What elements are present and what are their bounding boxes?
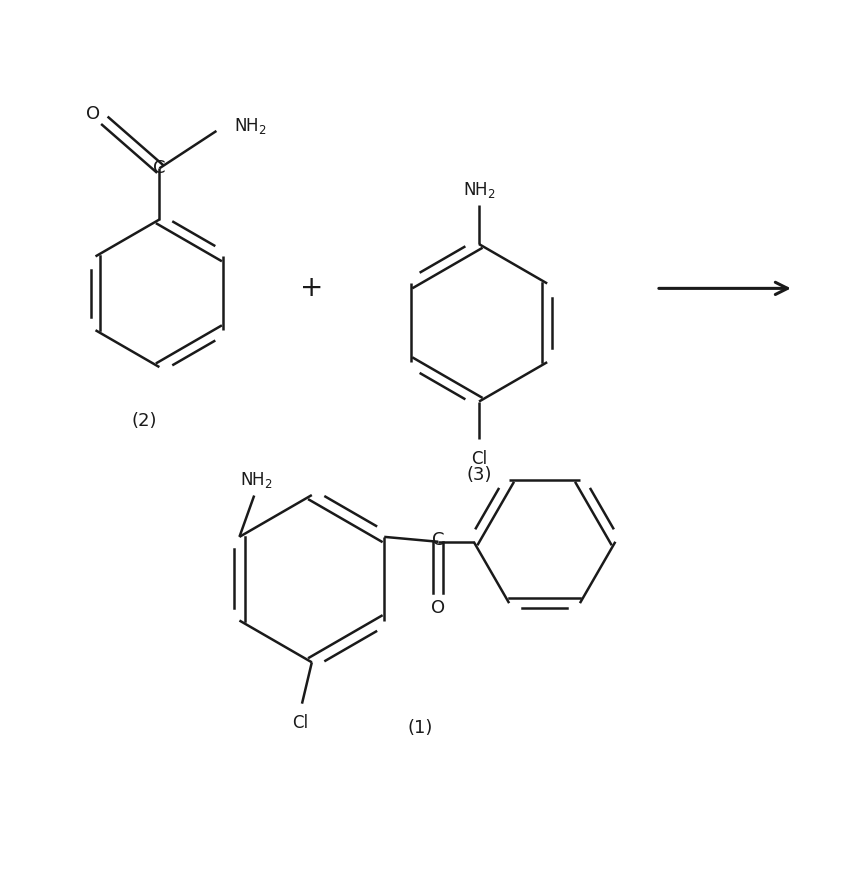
Text: C: C (153, 159, 166, 178)
Text: (2): (2) (132, 412, 157, 430)
Text: O: O (87, 105, 100, 123)
Text: (1): (1) (408, 719, 433, 737)
Text: NH$_2$: NH$_2$ (240, 469, 273, 490)
Text: Cl: Cl (471, 449, 487, 468)
Text: +: + (300, 274, 323, 302)
Text: Cl: Cl (292, 714, 308, 733)
Text: NH$_2$: NH$_2$ (462, 180, 495, 200)
Text: C: C (432, 530, 445, 549)
Text: O: O (431, 598, 445, 617)
Text: (3): (3) (466, 466, 492, 484)
Text: NH$_2$: NH$_2$ (234, 116, 267, 136)
